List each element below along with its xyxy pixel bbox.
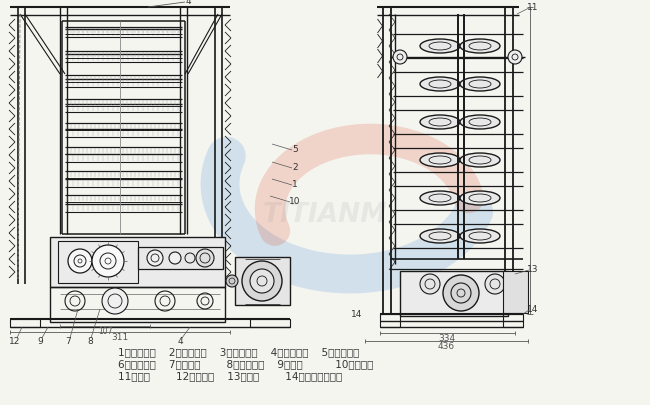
Ellipse shape — [420, 116, 460, 130]
Circle shape — [169, 252, 181, 264]
Ellipse shape — [420, 230, 460, 243]
Bar — [235, 257, 290, 305]
Bar — [250, 319, 290, 327]
Bar — [58, 241, 138, 284]
Text: 107: 107 — [98, 327, 112, 336]
Ellipse shape — [460, 116, 500, 130]
Text: 6、小斜齿轮    7、凸轮轴        8、大斜齿轮    9、凸轮          10、跳动杆: 6、小斜齿轮 7、凸轮轴 8、大斜齿轮 9、凸轮 10、跳动杆 — [118, 358, 373, 368]
Circle shape — [147, 250, 163, 266]
Text: 7: 7 — [65, 337, 71, 345]
Ellipse shape — [420, 40, 460, 54]
Bar — [50, 287, 225, 322]
Text: 334: 334 — [439, 334, 456, 343]
Text: TITIANM: TITIANM — [263, 202, 387, 228]
Ellipse shape — [420, 78, 460, 92]
Circle shape — [92, 245, 124, 277]
Circle shape — [196, 249, 214, 267]
Bar — [10, 319, 40, 327]
Circle shape — [250, 269, 274, 293]
Ellipse shape — [460, 78, 500, 92]
Ellipse shape — [420, 192, 460, 205]
Text: 5: 5 — [292, 145, 298, 154]
Circle shape — [393, 51, 407, 65]
Circle shape — [68, 249, 92, 273]
Circle shape — [485, 274, 505, 294]
Ellipse shape — [460, 230, 500, 243]
Circle shape — [443, 275, 479, 311]
Ellipse shape — [460, 153, 500, 168]
Text: 1: 1 — [292, 180, 298, 189]
Circle shape — [102, 288, 128, 314]
Ellipse shape — [460, 40, 500, 54]
Text: 436: 436 — [437, 342, 454, 351]
Text: 10: 10 — [289, 197, 301, 206]
Text: 11: 11 — [527, 4, 539, 13]
Circle shape — [226, 275, 238, 287]
Text: 4: 4 — [177, 337, 183, 345]
Text: 11、锄铁        12、甩油器    13、螺塔        14、自动停车装置: 11、锄铁 12、甩油器 13、螺塔 14、自动停车装置 — [118, 370, 343, 380]
Bar — [503, 271, 528, 313]
Bar — [503, 314, 523, 327]
Bar — [50, 237, 225, 287]
Text: 1、传动主轴    2、小斜齿轮    3、大斜齿轮    4、上偏心轮    5、下偏心轮: 1、传动主轴 2、小斜齿轮 3、大斜齿轮 4、上偏心轮 5、下偏心轮 — [118, 346, 359, 356]
Text: 4: 4 — [185, 0, 191, 6]
Circle shape — [242, 261, 282, 301]
Text: 311: 311 — [111, 333, 129, 342]
Text: 2: 2 — [292, 163, 298, 172]
Text: 8: 8 — [87, 337, 93, 345]
Bar — [138, 247, 223, 269]
Bar — [380, 314, 400, 327]
Bar — [400, 271, 508, 316]
Text: 14: 14 — [527, 305, 539, 314]
Ellipse shape — [420, 153, 460, 168]
Text: 12: 12 — [9, 337, 21, 345]
Text: 13: 13 — [527, 265, 539, 274]
Circle shape — [508, 51, 522, 65]
Ellipse shape — [460, 192, 500, 205]
Text: 9: 9 — [37, 337, 43, 345]
Text: 14: 14 — [351, 310, 363, 319]
Circle shape — [420, 274, 440, 294]
